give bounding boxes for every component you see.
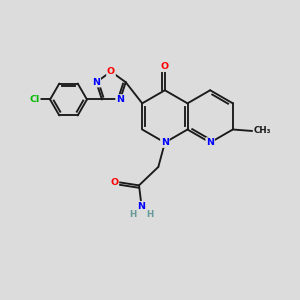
Text: N: N bbox=[161, 138, 169, 147]
Text: N: N bbox=[116, 95, 124, 104]
Text: O: O bbox=[107, 67, 115, 76]
Text: Cl: Cl bbox=[29, 95, 40, 104]
Text: O: O bbox=[110, 178, 118, 187]
Text: N: N bbox=[137, 202, 146, 211]
Text: CH₃: CH₃ bbox=[254, 127, 271, 136]
Text: H: H bbox=[129, 210, 137, 219]
Text: N: N bbox=[92, 78, 100, 87]
Text: O: O bbox=[161, 62, 169, 71]
Text: N: N bbox=[206, 138, 214, 147]
Text: H: H bbox=[146, 210, 153, 219]
